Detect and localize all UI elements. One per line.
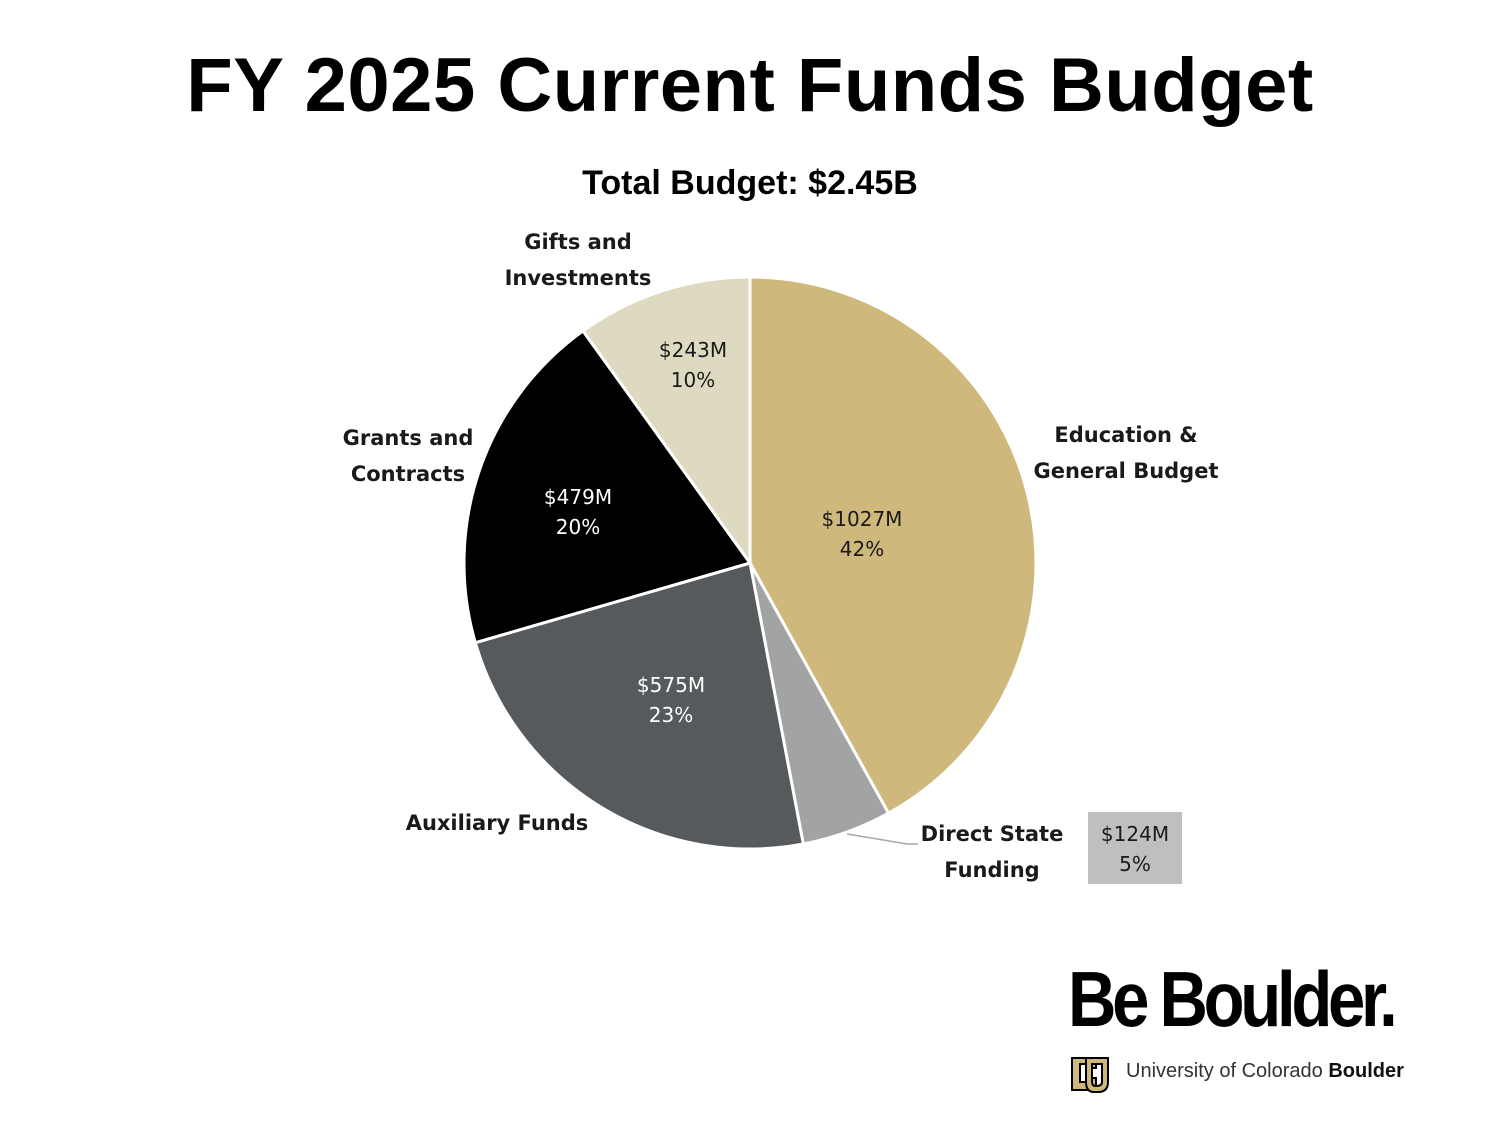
be-boulder-logo: Be Boulder. University of Colorado Bould… xyxy=(1060,960,1460,1100)
category-label-gifts-and-investments: Investments xyxy=(505,266,652,290)
category-label-auxiliary-funds: Auxiliary Funds xyxy=(406,811,589,835)
value-label-auxiliary-funds: $575M xyxy=(637,673,705,697)
slide-title: FY 2025 Current Funds Budget xyxy=(186,43,1314,128)
logo-wordmark: Be Boulder. xyxy=(1068,955,1398,1043)
category-label-education-general-budget: Education & xyxy=(1054,423,1197,447)
pie-slice-gifts-and-investments xyxy=(580,275,752,568)
category-label-grants-and-contracts: Grants and xyxy=(343,426,474,450)
value-label-grants-and-contracts: $479M xyxy=(544,485,612,509)
pie-slice-auxiliary-funds xyxy=(473,561,806,851)
category-label-gifts-and-investments: Gifts and xyxy=(524,230,632,254)
percent-label-gifts-and-investments: 10% xyxy=(671,368,715,392)
university-name: University of Colorado Boulder xyxy=(1126,1060,1404,1083)
percent-label-grants-and-contracts: 20% xyxy=(556,515,600,539)
university-name-prefix: University of Colorado xyxy=(1126,1060,1329,1082)
value-label-direct-state-funding: $124M xyxy=(1101,822,1169,846)
category-label-grants-and-contracts: Contracts xyxy=(351,462,465,486)
pie-slice-grants-and-contracts xyxy=(462,328,753,645)
value-label-gifts-and-investments: $243M xyxy=(659,338,727,362)
percent-label-direct-state-funding: 5% xyxy=(1119,852,1151,876)
category-label-education-general-budget: General Budget xyxy=(1033,459,1218,483)
percent-label-auxiliary-funds: 23% xyxy=(649,703,693,727)
category-label-direct-state-funding: Funding xyxy=(944,858,1039,882)
data-label-box-direct-state-funding xyxy=(1088,812,1182,884)
university-name-bold: Boulder xyxy=(1328,1060,1404,1082)
percent-label-education-general-budget: 42% xyxy=(840,537,884,561)
category-label-direct-state-funding: Direct State xyxy=(921,822,1064,846)
value-label-education-general-budget: $1027M xyxy=(822,507,903,531)
cu-logo-icon xyxy=(1071,1057,1109,1093)
chart-subtitle: Total Budget: $2.45B xyxy=(582,164,918,202)
pie-slice-education-general-budget xyxy=(748,275,1038,816)
leader-line-direct-state-funding xyxy=(847,833,918,845)
